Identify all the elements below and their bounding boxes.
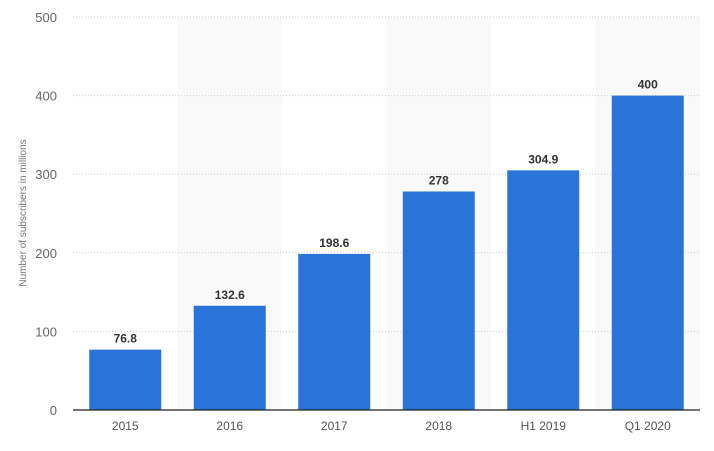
data-label: 278 bbox=[429, 173, 449, 187]
y-tick-label: 200 bbox=[35, 246, 57, 261]
bar-q1-2020 bbox=[611, 95, 684, 410]
x-tick-label: 2017 bbox=[321, 419, 348, 433]
x-tick-label: 2015 bbox=[112, 419, 139, 433]
x-tick-label: 2018 bbox=[425, 419, 452, 433]
bar-h1-2019 bbox=[507, 170, 580, 410]
data-label: 132.6 bbox=[215, 288, 245, 302]
y-axis-label: Number of subscribers in millions bbox=[18, 139, 29, 286]
data-label: 304.9 bbox=[528, 152, 558, 166]
y-tick-label: 100 bbox=[35, 324, 57, 339]
y-tick-label: 300 bbox=[35, 167, 57, 182]
data-label: 198.6 bbox=[319, 236, 349, 250]
bar-2018 bbox=[402, 191, 475, 410]
bar-2017 bbox=[298, 253, 371, 410]
y-tick-label: 400 bbox=[35, 89, 57, 104]
bar-2015 bbox=[89, 349, 162, 410]
bar-2016 bbox=[193, 305, 266, 410]
data-label: 400 bbox=[638, 78, 658, 92]
data-label: 76.8 bbox=[114, 332, 138, 346]
y-tick-label: 0 bbox=[50, 403, 57, 418]
x-tick-label: Q1 2020 bbox=[625, 419, 671, 433]
x-tick-label: 2016 bbox=[216, 419, 243, 433]
x-tick-label: H1 2019 bbox=[521, 419, 567, 433]
y-tick-label: 500 bbox=[35, 10, 57, 25]
